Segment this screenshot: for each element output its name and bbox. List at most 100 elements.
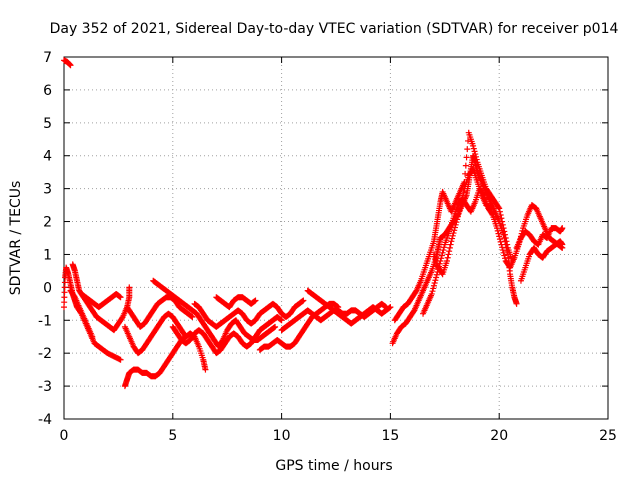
data-point	[496, 208, 503, 215]
data-point	[472, 151, 479, 158]
data-point	[460, 188, 467, 195]
data-point	[278, 317, 285, 324]
data-point	[513, 300, 520, 307]
data-point	[463, 154, 470, 161]
data-point	[459, 195, 466, 202]
x-tick-label: 15	[381, 428, 399, 444]
data-point	[500, 249, 507, 256]
y-tick-label: -2	[38, 346, 52, 362]
data-point	[438, 255, 445, 262]
data-point	[457, 202, 464, 209]
data-point	[447, 241, 454, 248]
data-point	[439, 249, 446, 256]
y-tick-label: 7	[43, 50, 52, 66]
x-tick-labels: 0 5 10 15 20 25	[60, 428, 617, 444]
data-point	[499, 221, 506, 228]
data-point	[428, 290, 435, 297]
data-point	[440, 247, 447, 254]
data-point	[448, 238, 455, 245]
axis-ticks	[63, 56, 609, 420]
data-point	[300, 297, 307, 304]
data-point	[272, 323, 279, 330]
data-point	[496, 205, 503, 212]
plot-area-frame	[63, 56, 609, 420]
x-tick-label: 25	[599, 428, 617, 444]
data-point	[456, 208, 463, 215]
data-point	[430, 285, 437, 292]
y-tick-label: 6	[43, 83, 52, 99]
data-point	[432, 277, 439, 284]
data-point	[453, 219, 460, 226]
data-point	[495, 204, 502, 211]
chart-title: Day 352 of 2021, Sidereal Day-to-day VTE…	[50, 21, 619, 37]
y-tick-label: 2	[43, 215, 52, 231]
x-tick-label: 5	[168, 428, 177, 444]
data-point	[499, 218, 506, 225]
data-point	[117, 294, 124, 301]
data-point	[502, 255, 509, 262]
data-point	[499, 247, 506, 254]
x-tick-label: 0	[60, 428, 69, 444]
data-point	[473, 156, 480, 163]
data-point	[182, 332, 189, 339]
data-point	[443, 258, 450, 265]
data-point	[462, 162, 469, 169]
data-point	[67, 62, 74, 69]
y-tick-label: -4	[38, 412, 52, 428]
data-point	[444, 254, 451, 261]
data-point	[189, 313, 196, 320]
data-point	[487, 205, 494, 212]
y-tick-label: 0	[43, 280, 52, 296]
data-point	[454, 213, 461, 220]
data-point	[452, 221, 459, 228]
data-point	[431, 279, 438, 286]
y-tick-label: -3	[38, 379, 52, 395]
data-point	[464, 146, 471, 153]
y-axis-label: SDTVAR / TECUs	[8, 181, 24, 296]
data-point	[433, 274, 440, 281]
data-point	[454, 216, 461, 223]
data-point	[488, 210, 495, 217]
y-tick-label: 3	[43, 182, 52, 198]
data-point	[450, 230, 457, 237]
data-point	[559, 241, 566, 248]
data-point	[559, 225, 566, 232]
x-tick-label: 10	[273, 428, 291, 444]
y-tick-label: 1	[43, 247, 52, 263]
data-point	[449, 232, 456, 239]
data-point	[470, 145, 477, 152]
data-point	[498, 241, 505, 248]
data-point	[472, 153, 479, 160]
data-point	[438, 252, 445, 259]
data-point	[499, 244, 506, 251]
data-point	[497, 238, 504, 245]
x-tick-label: 20	[490, 428, 508, 444]
data-point	[503, 238, 510, 245]
data-point	[458, 198, 465, 205]
data-point	[445, 251, 452, 258]
data-point	[117, 356, 124, 363]
data-point	[451, 227, 458, 234]
data-point	[501, 252, 508, 259]
y-tick-label: 4	[43, 149, 52, 165]
data-point	[494, 227, 501, 234]
data-point	[498, 215, 505, 222]
data-point	[497, 211, 504, 218]
data-point	[494, 225, 501, 232]
data-point	[455, 210, 462, 217]
data-point	[89, 333, 96, 340]
data-point	[182, 333, 189, 340]
data-point	[502, 231, 509, 238]
data-point	[496, 233, 503, 240]
data-point	[202, 366, 209, 373]
data-point	[446, 244, 453, 251]
data-point	[495, 230, 502, 237]
data-point	[500, 225, 507, 232]
x-axis-label: GPS time / hours	[275, 458, 392, 474]
data-point	[471, 148, 478, 155]
data-point	[126, 284, 133, 291]
data-point	[501, 228, 508, 235]
data-point	[457, 205, 464, 212]
data-point	[387, 304, 394, 311]
